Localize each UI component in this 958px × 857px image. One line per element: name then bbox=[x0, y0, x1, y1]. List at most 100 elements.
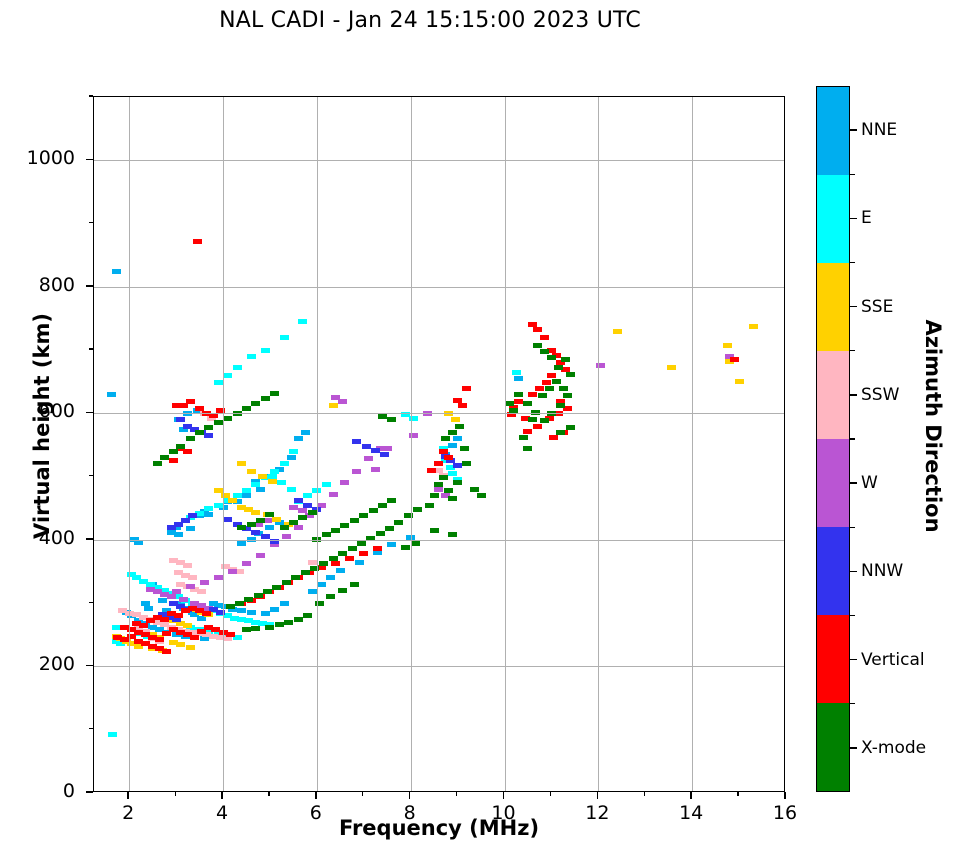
data-mark bbox=[157, 612, 167, 618]
data-mark bbox=[514, 391, 524, 397]
data-mark bbox=[220, 493, 230, 499]
data-mark bbox=[232, 365, 242, 371]
data-mark bbox=[223, 636, 233, 642]
colorbar[interactable] bbox=[816, 86, 850, 792]
data-mark bbox=[216, 408, 226, 414]
data-mark bbox=[166, 524, 176, 530]
colorbar-band-e[interactable] bbox=[817, 175, 849, 263]
data-mark bbox=[171, 403, 181, 409]
data-mark bbox=[279, 334, 289, 340]
x-tick-major bbox=[127, 792, 129, 799]
data-mark bbox=[338, 399, 348, 405]
data-mark bbox=[141, 620, 151, 626]
data-mark bbox=[216, 609, 226, 615]
data-mark bbox=[748, 323, 758, 329]
data-mark bbox=[145, 581, 155, 587]
data-mark bbox=[148, 646, 158, 652]
data-mark bbox=[256, 518, 266, 524]
data-mark bbox=[152, 589, 162, 595]
data-mark bbox=[176, 443, 186, 449]
data-mark bbox=[300, 570, 310, 576]
colorbar-band-nne[interactable] bbox=[817, 87, 849, 175]
data-mark bbox=[180, 608, 190, 614]
data-mark bbox=[176, 603, 186, 609]
data-mark bbox=[155, 634, 165, 640]
data-mark bbox=[387, 498, 397, 504]
data-mark bbox=[134, 638, 144, 644]
data-mark bbox=[145, 586, 155, 592]
data-mark bbox=[373, 550, 383, 556]
data-mark bbox=[284, 619, 294, 625]
data-mark bbox=[281, 533, 291, 539]
y-tick-minor bbox=[89, 728, 93, 730]
colorbar-label-x-mode: X-mode bbox=[861, 737, 927, 758]
data-mark bbox=[202, 632, 212, 638]
data-mark bbox=[183, 632, 193, 638]
data-mark bbox=[251, 481, 261, 487]
data-mark bbox=[232, 499, 242, 505]
y-tick-minor bbox=[89, 348, 93, 350]
data-mark bbox=[190, 586, 200, 592]
x-tick-label: 6 bbox=[309, 802, 322, 824]
colorbar-band-w[interactable] bbox=[817, 439, 849, 527]
data-mark bbox=[176, 581, 186, 587]
data-mark bbox=[164, 614, 174, 620]
data-mark bbox=[565, 424, 575, 430]
colorbar-band-x-mode[interactable] bbox=[817, 703, 849, 791]
data-mark bbox=[241, 405, 251, 411]
data-mark bbox=[197, 603, 207, 609]
data-mark bbox=[234, 600, 244, 606]
colorbar-label-nnw: NNW bbox=[861, 561, 904, 582]
data-mark bbox=[734, 379, 744, 385]
data-mark bbox=[441, 493, 451, 499]
data-mark bbox=[666, 365, 676, 371]
data-mark bbox=[241, 526, 251, 532]
data-mark bbox=[131, 620, 141, 626]
data-mark bbox=[169, 557, 179, 563]
data-mark bbox=[188, 609, 198, 615]
colorbar-band-ssw[interactable] bbox=[817, 351, 849, 439]
data-mark bbox=[427, 467, 437, 473]
data-mark bbox=[279, 461, 289, 467]
data-mark bbox=[213, 488, 223, 494]
data-mark bbox=[131, 575, 141, 581]
data-mark bbox=[260, 610, 270, 616]
data-mark bbox=[183, 623, 193, 629]
colorbar-boundary-tick bbox=[850, 350, 855, 352]
data-mark bbox=[225, 603, 235, 609]
data-mark bbox=[173, 532, 183, 538]
x-tick-minor bbox=[362, 792, 364, 796]
y-tick-major bbox=[86, 664, 93, 667]
data-mark bbox=[453, 436, 463, 442]
data-mark bbox=[448, 442, 458, 448]
data-mark bbox=[408, 433, 418, 438]
colorbar-tick bbox=[850, 217, 857, 220]
data-mark bbox=[183, 562, 193, 568]
data-mark bbox=[302, 613, 312, 619]
data-mark bbox=[195, 510, 205, 516]
data-mark bbox=[223, 372, 233, 378]
data-mark bbox=[314, 600, 324, 606]
x-tick-label: 10 bbox=[491, 802, 516, 824]
gridline-vertical bbox=[598, 97, 600, 791]
data-mark bbox=[443, 455, 453, 461]
data-mark bbox=[378, 414, 388, 420]
data-mark bbox=[556, 360, 566, 366]
data-mark bbox=[111, 624, 121, 630]
data-mark bbox=[197, 589, 207, 595]
colorbar-band-vertical[interactable] bbox=[817, 615, 849, 703]
colorbar-boundary-tick bbox=[850, 614, 855, 617]
data-mark bbox=[270, 469, 280, 475]
gridline-vertical bbox=[504, 97, 506, 791]
data-mark bbox=[523, 445, 533, 451]
data-mark bbox=[166, 529, 176, 535]
colorbar-band-sse[interactable] bbox=[817, 263, 849, 351]
data-mark bbox=[185, 399, 195, 405]
colorbar-band-nnw[interactable] bbox=[817, 527, 849, 615]
data-mark bbox=[558, 385, 568, 391]
data-mark bbox=[152, 585, 162, 591]
data-mark bbox=[729, 357, 739, 363]
data-mark bbox=[152, 614, 162, 620]
gridline-vertical bbox=[410, 97, 412, 791]
data-mark bbox=[188, 605, 198, 611]
